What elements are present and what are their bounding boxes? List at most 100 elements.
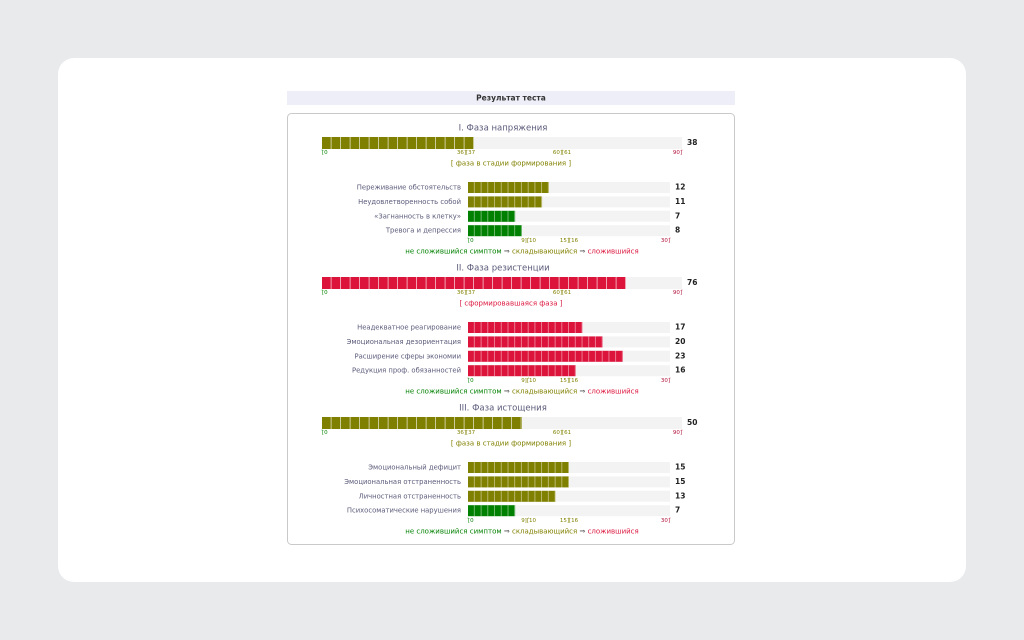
legend-item: складывающийся: [512, 388, 577, 396]
card: [58, 58, 966, 582]
legend-item: не сложившийся симптом: [405, 248, 501, 256]
symptom-name: Редукция проф. обязанностей: [352, 367, 461, 375]
tick-label: 9][10: [521, 378, 536, 384]
tick-label: 30]: [661, 378, 670, 384]
symptom-score: 7: [675, 211, 680, 220]
symptom-name: Психосоматические нарушения: [347, 507, 461, 515]
bar-track: [468, 196, 670, 208]
tick-label: [0: [322, 150, 328, 156]
bar-track: [468, 490, 670, 502]
bar-segments: [468, 196, 543, 208]
symptom-score: 11: [675, 197, 685, 206]
tick-label: 30]: [661, 518, 670, 524]
tick-label: 15][16: [560, 518, 579, 524]
legend-separator: ⇒: [577, 388, 587, 396]
bar-segments: [468, 182, 549, 193]
phase-score: 50: [687, 418, 697, 427]
bar-track: [468, 182, 670, 193]
bar-segments: [468, 336, 603, 348]
phase-status: [ фаза в стадии формирования ]: [451, 160, 571, 168]
symptom-score: 15: [675, 463, 685, 472]
tick-label: 9][10: [521, 518, 536, 524]
symptom-name: Неадекватное реагирование: [357, 324, 461, 332]
header-title: Результат теста: [476, 94, 546, 103]
tick-label: [0: [468, 378, 474, 384]
tick-label: 90]: [673, 150, 682, 156]
tick-label: [0: [468, 518, 474, 524]
bar-segments: [322, 137, 474, 149]
tick-label: 36][37: [457, 150, 476, 156]
header-bar: [287, 91, 735, 105]
symptom-score: 13: [675, 491, 685, 500]
symptom-score: 20: [675, 337, 685, 346]
result-box: [287, 113, 735, 545]
bar-segments: [468, 490, 556, 502]
legend: не сложившийся симптом ⇒ складывающийся …: [405, 248, 638, 256]
bar-segments: [468, 476, 569, 488]
symptom-score: 23: [675, 351, 685, 360]
legend-item: не сложившийся симптом: [405, 528, 501, 536]
phase-score: 38: [687, 138, 697, 147]
symptom-name: Тревога и депрессия: [385, 227, 461, 235]
symptom-score: 17: [675, 323, 685, 332]
tick-label: [0: [468, 238, 474, 244]
bar-segments: [468, 322, 583, 333]
symptom-score: 12: [675, 183, 685, 192]
symptom-score: 7: [675, 506, 680, 515]
tick-label: 60][61: [553, 430, 571, 436]
phase-score: 76: [687, 278, 697, 287]
bar-segments: [322, 277, 626, 289]
tick-label: [0: [322, 290, 328, 296]
legend-item: не сложившийся симптом: [405, 388, 501, 396]
tick-label: 60][61: [553, 290, 571, 296]
symptom-name: Эмоциональный дефицит: [368, 464, 461, 472]
tick-label: 36][37: [457, 430, 476, 436]
legend-item: сложившийся: [588, 388, 639, 396]
symptom-score: 15: [675, 477, 685, 486]
symptom-name: Переживание обстоятельств: [357, 184, 461, 192]
bar-segments: [468, 210, 516, 222]
legend-item: складывающийся: [512, 528, 577, 536]
tick-label: 15][16: [560, 378, 579, 384]
phase-status: [ фаза в стадии формирования ]: [451, 440, 571, 448]
symptom-name: Эмоциональная отстраненность: [344, 478, 461, 486]
bar-track: [468, 505, 670, 517]
tick-label: 15][16: [560, 238, 579, 244]
phase-title: III. Фаза истощения: [459, 404, 547, 414]
bar-segments: [322, 417, 522, 429]
tick-label: [0: [322, 430, 328, 436]
tick-label: 36][37: [457, 290, 476, 296]
legend-separator: ⇒: [502, 388, 512, 396]
tick-label: 90]: [673, 290, 682, 296]
legend: не сложившийся симптом ⇒ складывающийся …: [405, 528, 638, 536]
bar-track: [468, 210, 670, 222]
legend-separator: ⇒: [577, 248, 587, 256]
phase-status: [ сформировавшаяся фаза ]: [459, 300, 562, 308]
legend-separator: ⇒: [577, 528, 587, 536]
tick-label: 30]: [661, 238, 670, 244]
symptom-name: Расширение сферы экономии: [355, 352, 461, 360]
symptom-name: Личностная отстраненность: [359, 492, 461, 500]
legend-item: сложившийся: [588, 528, 639, 536]
content: I. Фаза напряжения 38 [0 36][37 60][61 90] [ ф…: [321, 124, 697, 536]
phase-title: II. Фаза резистенции: [456, 264, 549, 274]
phase-title: I. Фаза напряжения: [459, 124, 548, 134]
bar-segments: [468, 505, 516, 517]
symptom-name: «Загнанность в клетку»: [374, 212, 461, 220]
symptom-name: Эмоциональная дезориентация: [347, 338, 461, 346]
bar-segments: [468, 365, 576, 377]
symptom-score: 8: [675, 226, 680, 235]
bar-segments: [468, 350, 623, 362]
symptom-score: 16: [675, 366, 685, 375]
bar-track: [468, 225, 670, 237]
legend: не сложившийся симптом ⇒ складывающийся …: [405, 388, 638, 396]
tick-label: 90]: [673, 430, 682, 436]
legend-separator: ⇒: [502, 248, 512, 256]
tick-label: 60][61: [553, 150, 571, 156]
legend-item: сложившийся: [588, 248, 639, 256]
legend-separator: ⇒: [502, 528, 512, 536]
bar-segments: [468, 462, 569, 473]
legend-item: складывающийся: [512, 248, 577, 256]
